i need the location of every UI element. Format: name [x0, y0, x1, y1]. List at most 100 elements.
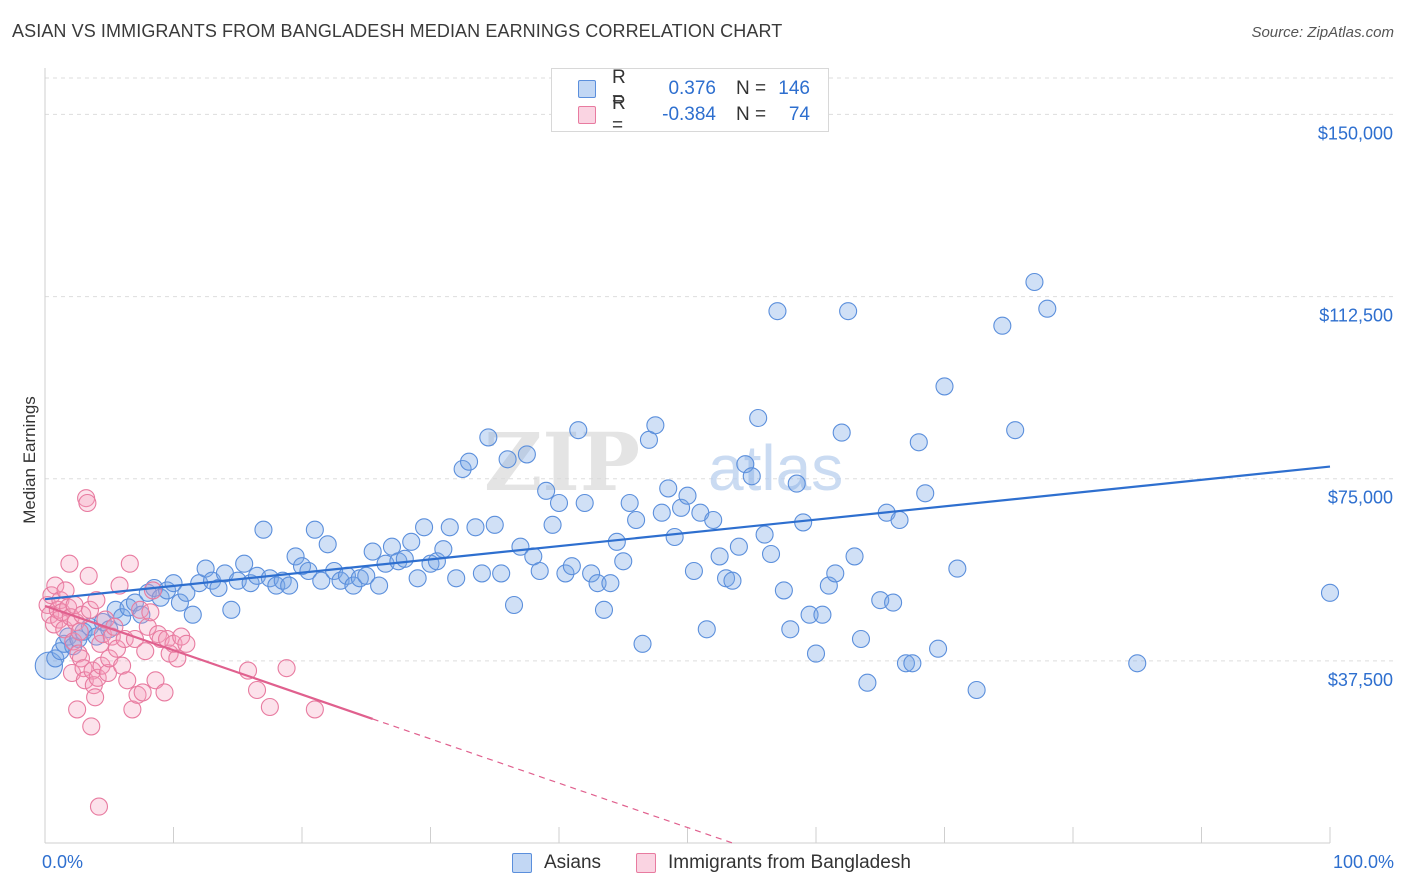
asian-data-point — [588, 574, 607, 593]
bangladesh-data-point — [60, 554, 79, 573]
asian-data-point — [684, 561, 703, 581]
legend-r-value-bangladesh: -0.384 — [662, 104, 716, 125]
asian-data-point — [614, 552, 633, 571]
asian-data-point — [569, 421, 588, 440]
asian-data-point — [395, 549, 414, 568]
asian-data-point — [890, 510, 909, 530]
series-legend-bangladesh[interactable]: Immigrants from Bangladesh — [636, 852, 911, 874]
asian-data-point — [1038, 299, 1057, 318]
source-label: Source: ZipAtlas.com — [1251, 24, 1394, 41]
series-legend: Asians Immigrants from Bangladesh — [0, 852, 1406, 876]
asian-data-point — [620, 493, 639, 513]
asian-data-point — [1006, 421, 1025, 440]
asian-data-point — [929, 639, 948, 658]
bangladesh-data-point — [305, 700, 324, 719]
legend-row-bangladesh: R = -0.384 N = 74 — [578, 93, 810, 136]
asian-data-point — [594, 600, 614, 619]
asian-data-point — [440, 518, 459, 537]
asian-data-point — [903, 654, 922, 673]
asian-data-point — [286, 547, 305, 566]
asian-data-point — [517, 445, 536, 464]
asian-data-point — [652, 503, 671, 522]
asian-data-point — [768, 302, 787, 321]
asian-data-point — [466, 518, 485, 537]
asian-data-point — [742, 467, 761, 486]
asian-data-point — [472, 564, 491, 583]
bangladesh-data-point — [96, 610, 115, 629]
asian-data-point — [832, 423, 851, 442]
bangladesh-data-point — [110, 576, 129, 595]
asian-data-point — [447, 569, 466, 588]
bangladesh-data-point — [133, 683, 152, 702]
asian-data-point — [235, 554, 254, 573]
y-tick-label: $112,500 — [1319, 306, 1393, 326]
asian-data-point — [1128, 654, 1147, 673]
asian-data-point — [896, 654, 916, 673]
bangladesh-data-point — [64, 632, 83, 651]
bangladesh-data-point — [68, 700, 87, 719]
y-tick-label: $150,000 — [1318, 123, 1393, 143]
asian-data-point — [781, 620, 800, 639]
bangladesh-data-point — [120, 554, 139, 573]
asian-data-point — [151, 588, 170, 607]
bangladesh-data-point — [78, 493, 97, 513]
asian-data-point — [370, 576, 389, 595]
asian-data-point — [312, 571, 331, 590]
asian-data-point — [504, 595, 524, 615]
bangladesh-data-point — [80, 600, 100, 619]
asian-data-point — [1320, 583, 1340, 602]
legend-row-asians: R = 0.376 N = 146 — [578, 67, 810, 110]
asian-data-point — [774, 581, 793, 600]
asian-data-point — [678, 486, 697, 505]
bangladesh-data-point — [82, 717, 101, 736]
asian-data-point — [562, 557, 581, 576]
asian-data-point — [479, 428, 498, 447]
bangladesh-data-point — [146, 671, 165, 690]
asian-data-point — [530, 561, 549, 581]
asian-data-point — [627, 510, 646, 530]
correlation-legend: R = 0.376 N = 146 R = -0.384 N = 74 — [551, 67, 829, 136]
series-swatch-bangladesh — [636, 853, 656, 873]
asian-data-point — [697, 620, 716, 639]
asian-data-point — [729, 537, 748, 556]
bangladesh-data-point — [98, 663, 118, 683]
bangladesh-data-point — [86, 688, 105, 707]
asian-data-point — [800, 605, 819, 624]
bangladesh-data-point — [87, 591, 106, 610]
asian-data-point — [749, 408, 768, 428]
asian-data-point — [806, 644, 826, 663]
legend-swatch-bangladesh — [578, 106, 596, 124]
x-tick-min: 0.0% — [42, 852, 84, 872]
asian-data-point — [916, 484, 935, 503]
asian-data-point — [318, 535, 337, 554]
asian-data-point — [858, 673, 877, 692]
asian-data-point — [601, 574, 620, 593]
asian-trend-line — [44, 465, 1331, 601]
asian-data-point — [582, 564, 601, 583]
series-label-asians: Asians — [544, 852, 602, 873]
bangladesh-data-point — [92, 656, 111, 675]
legend-r-label: R = — [612, 93, 626, 136]
series-legend-asians[interactable]: Asians — [512, 852, 601, 874]
asian-data-point — [704, 510, 723, 530]
asian-data-point — [851, 629, 871, 649]
bangladesh-data-point — [89, 797, 109, 816]
asian-data-point — [967, 680, 986, 700]
asian-data-point — [408, 569, 427, 588]
series-swatch-asians — [512, 853, 532, 873]
asian-data-point — [280, 576, 299, 595]
y-tick-label: $37,500 — [1328, 670, 1393, 690]
bangladesh-data-point — [79, 566, 98, 585]
bangladesh-trend-line-extension — [372, 718, 733, 844]
asian-data-point — [183, 605, 202, 624]
asian-data-point — [222, 600, 241, 619]
bangladesh-data-point — [260, 697, 279, 717]
asian-data-point — [434, 540, 453, 559]
bangladesh-data-point — [138, 617, 157, 636]
asian-data-point — [453, 459, 472, 479]
series-label-bangladesh: Immigrants from Bangladesh — [668, 852, 911, 873]
asian-data-point — [556, 564, 575, 583]
legend-n-value-asians: 146 — [778, 78, 810, 99]
asian-data-point — [761, 544, 781, 564]
